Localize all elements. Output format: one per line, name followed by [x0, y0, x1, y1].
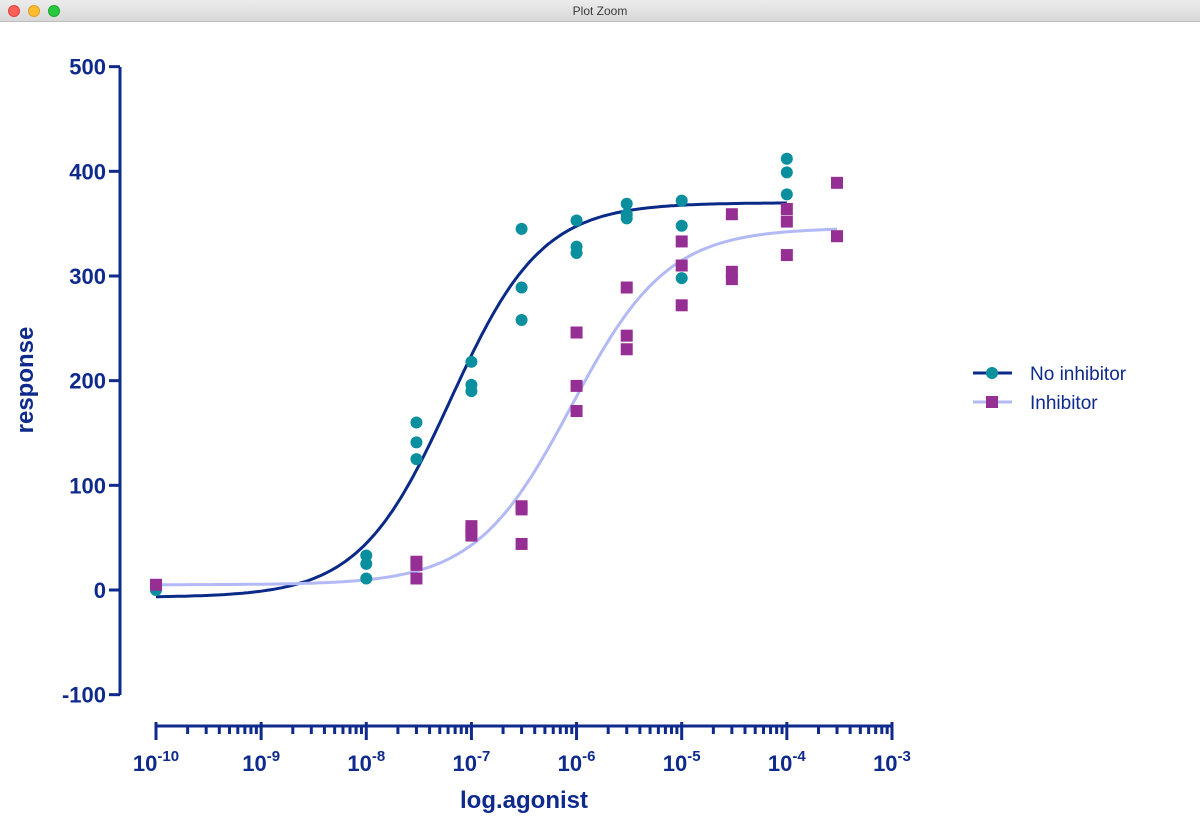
data-point-square: [465, 529, 478, 542]
zoom-window-button[interactable]: [48, 5, 60, 17]
data-point-circle: [675, 219, 688, 232]
data-point-square: [570, 405, 583, 418]
data-point-circle: [515, 281, 528, 294]
data-point-circle: [675, 272, 688, 285]
y-tick-label: 500: [69, 55, 106, 80]
window-title: Plot Zoom: [572, 4, 628, 18]
minimize-window-button[interactable]: [28, 5, 40, 17]
data-point-circle: [780, 188, 793, 201]
x-tick-label: 10-5: [663, 748, 701, 776]
data-point-circle: [780, 166, 793, 179]
x-tick-label: 10-9: [242, 748, 280, 776]
x-tick-label: 10-4: [768, 748, 806, 776]
title-bar[interactable]: Plot Zoom: [0, 0, 1200, 22]
plot-area: -100 0 100 200 300 400 500 response 10-10 10-9 10-…: [0, 22, 1200, 830]
y-tick-label: 100: [69, 473, 106, 498]
legend-label: No inhibitor: [1030, 364, 1127, 385]
legend-marker-circle: [986, 367, 998, 379]
data-point-circle: [410, 416, 423, 429]
x-tick-label: 10-7: [453, 748, 491, 776]
x-tick-label: 10-3: [873, 748, 911, 776]
data-point-circle: [360, 557, 373, 570]
data-point-circle: [780, 152, 793, 165]
data-point-circle: [465, 355, 478, 368]
data-point-square: [780, 249, 793, 262]
data-point-circle: [620, 197, 633, 210]
legend-label: Inhibitor: [1030, 393, 1098, 414]
data-point-circle: [410, 436, 423, 449]
data-point-square: [620, 281, 633, 294]
y-tick-label: 0: [94, 578, 106, 603]
y-tick-label: 300: [69, 264, 106, 289]
y-axis-label: response: [12, 327, 39, 434]
data-point-circle: [515, 313, 528, 326]
x-tick-label: 10-6: [558, 748, 596, 776]
dose-response-chart: -100 0 100 200 300 400 500 response 10-10 10-9 10-…: [12, 55, 1127, 814]
data-point-circle: [465, 385, 478, 398]
data-point-square: [570, 326, 583, 339]
data-point-square: [410, 558, 423, 571]
data-point-square: [515, 503, 528, 516]
data-point-square: [620, 329, 633, 342]
data-point-square: [780, 215, 793, 228]
data-point-square: [725, 273, 738, 286]
data-point-square: [725, 208, 738, 221]
x-tick-label: 10-8: [347, 748, 385, 776]
data-point-circle: [570, 246, 583, 259]
data-point-circle: [410, 453, 423, 466]
x-axis-label: log.agonist: [460, 787, 588, 814]
legend-marker-square: [986, 396, 998, 408]
data-point-square: [780, 203, 793, 216]
data-point-circle: [360, 549, 373, 562]
y-tick-label: 400: [69, 159, 106, 184]
fit-curve-2: [156, 227, 837, 587]
data-point-square: [410, 572, 423, 585]
data-point-circle: [515, 222, 528, 235]
data-point-square: [150, 578, 162, 591]
close-window-button[interactable]: [8, 5, 20, 17]
data-point-circle: [360, 572, 373, 585]
data-point-square: [620, 343, 633, 356]
data-point-square: [831, 230, 844, 243]
y-tick-label: -100: [62, 683, 106, 708]
data-point-square: [675, 299, 688, 312]
x-tick-label: 10-10: [133, 748, 179, 776]
data-point-circle: [675, 194, 688, 207]
data-point-circle: [620, 212, 633, 225]
data-point-square: [515, 537, 528, 550]
data-point-square: [570, 379, 583, 392]
data-point-circle: [570, 214, 583, 227]
data-point-square: [831, 176, 844, 189]
data-point-square: [675, 235, 688, 248]
y-tick-label: 200: [69, 369, 106, 394]
data-point-square: [675, 259, 688, 272]
